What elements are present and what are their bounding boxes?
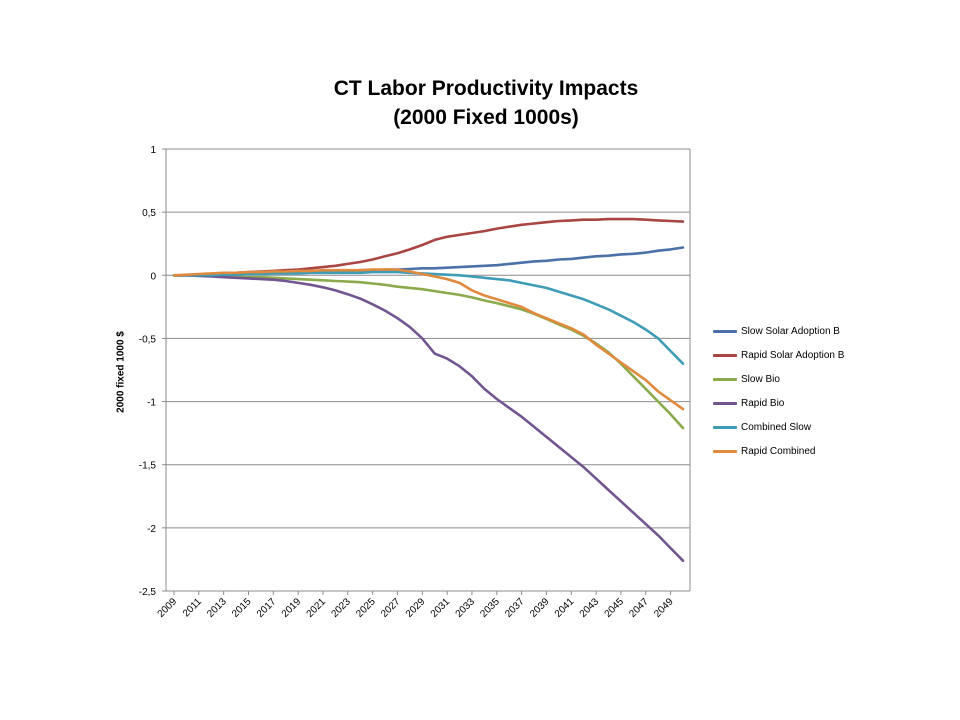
legend: Slow Solar Adoption B Rapid Solar Adoptio…: [713, 319, 844, 463]
x-tick-label-16: 2041: [553, 596, 577, 620]
x-tick-label-3: 2015: [230, 596, 254, 620]
x-tick-label-20: 2049: [652, 596, 676, 620]
y-tick-label-4: -1: [147, 398, 156, 409]
x-tick-label-1: 2011: [181, 596, 204, 619]
legend-swatch-2: [713, 377, 737, 381]
x-tick-label-14: 2037: [503, 596, 527, 620]
legend-label-4: Combined Slow: [741, 421, 812, 433]
chart-title: CT Labor Productivity Impacts (2000 Fixe…: [166, 74, 806, 132]
y-tick-label-0: 1: [150, 145, 156, 156]
x-tick-labels: 2009 2011 2013 2015 2017 2019 2021 2023 2025 2027…: [156, 596, 676, 620]
x-tick-label-13: 2035: [478, 596, 502, 620]
chart-title-line-1: CT Labor Productivity Impacts: [333, 77, 639, 100]
legend-label-2: Slow Bio: [741, 373, 780, 385]
x-tick-label-4: 2017: [255, 596, 279, 620]
legend-swatch-3: [713, 401, 737, 405]
legend-label-1: Rapid Solar Adoption B: [741, 349, 845, 361]
series-line-5: [172, 268, 685, 411]
y-tick-label-5: -1,5: [139, 461, 157, 472]
x-tick-label-6: 2021: [305, 596, 329, 620]
y-tick-label-6: -2: [147, 524, 156, 535]
y-tick-labels: 1 0,5 0 -0,5 -1 -1,5 -2 -2,5: [139, 145, 157, 598]
legend-item-3: Rapid Bio: [713, 391, 844, 415]
legend-label-5: Rapid Combined: [741, 445, 816, 457]
legend-label-3: Rapid Bio: [741, 397, 785, 409]
y-axis-label: 2000 fixed 1000 $: [115, 331, 127, 413]
legend-swatch-5: [713, 449, 737, 453]
chart-title-line-2: (2000 Fixed 1000s): [393, 106, 579, 129]
x-tick-label-5: 2019: [280, 596, 304, 620]
x-tick-label-9: 2027: [379, 596, 403, 620]
x-tick-label-11: 2031: [429, 596, 453, 620]
legend-label-0: Slow Solar Adoption B: [741, 325, 840, 337]
x-tick-label-19: 2047: [627, 596, 651, 620]
x-tick-label-17: 2043: [578, 596, 602, 620]
legend-swatch-4: [713, 425, 737, 429]
legend-swatch-1: [713, 353, 737, 357]
y-tick-label-1: 0,5: [142, 208, 156, 219]
legend-item-5: Rapid Combined: [713, 439, 844, 463]
series-line-1: [172, 217, 685, 277]
series-lines: [172, 217, 685, 563]
x-tick-label-0: 2009: [156, 596, 180, 620]
x-tick-label-7: 2023: [329, 596, 353, 620]
legend-item-1: Rapid Solar Adoption B: [713, 343, 844, 367]
y-tick-label-2: 0: [150, 271, 156, 282]
legend-item-0: Slow Solar Adoption B: [713, 319, 844, 343]
x-tick-label-12: 2033: [454, 596, 478, 620]
x-tick-label-18: 2045: [603, 596, 627, 620]
axes: [162, 148, 691, 595]
gridlines: [166, 148, 690, 592]
series-line-4: [172, 270, 685, 366]
x-tick-label-15: 2039: [528, 596, 552, 620]
legend-item-2: Slow Bio: [713, 367, 844, 391]
y-tick-label-7: -2,5: [139, 587, 157, 598]
x-tick-label-2: 2013: [205, 596, 229, 620]
legend-swatch-0: [713, 329, 737, 333]
x-tick-label-10: 2029: [404, 596, 428, 620]
y-tick-label-3: -0,5: [139, 334, 157, 345]
legend-item-4: Combined Slow: [713, 415, 844, 439]
x-tick-label-8: 2025: [354, 596, 378, 620]
series-line-3: [172, 273, 685, 563]
